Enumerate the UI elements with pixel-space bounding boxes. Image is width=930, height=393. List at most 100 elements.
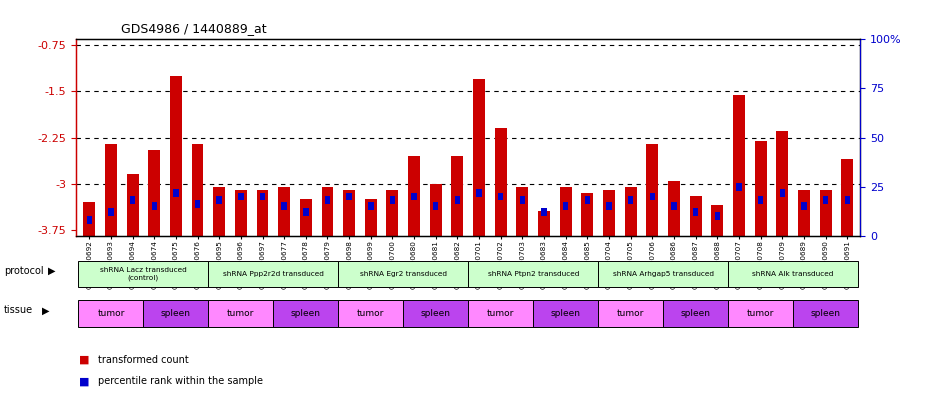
Text: shRNA Alk transduced: shRNA Alk transduced — [752, 271, 834, 277]
Bar — [541, 208, 547, 216]
Bar — [84, 202, 95, 236]
Bar — [777, 131, 789, 236]
Bar — [495, 129, 507, 236]
Text: tumor: tumor — [487, 309, 514, 318]
Bar — [217, 196, 222, 204]
Bar — [711, 205, 724, 236]
Bar — [126, 174, 139, 236]
Bar — [468, 261, 598, 287]
Text: shRNA Ptpn2 transduced: shRNA Ptpn2 transduced — [487, 271, 578, 277]
Bar — [728, 300, 793, 327]
Bar — [322, 187, 334, 236]
Bar — [650, 193, 655, 200]
Bar — [798, 190, 810, 236]
Bar — [78, 261, 208, 287]
Bar — [560, 187, 572, 236]
Bar — [339, 300, 404, 327]
Text: tumor: tumor — [747, 309, 775, 318]
Text: spleen: spleen — [161, 309, 191, 318]
Bar — [208, 261, 339, 287]
Text: spleen: spleen — [551, 309, 580, 318]
Bar — [273, 300, 339, 327]
Bar — [498, 193, 503, 200]
Bar — [693, 208, 698, 216]
Bar — [585, 196, 590, 204]
Bar — [152, 202, 157, 210]
Bar — [606, 202, 612, 210]
Text: spleen: spleen — [291, 309, 321, 318]
Text: spleen: spleen — [811, 309, 841, 318]
Bar — [754, 141, 766, 236]
Bar — [343, 190, 355, 236]
Text: tumor: tumor — [98, 309, 125, 318]
Bar — [213, 187, 225, 236]
Bar — [130, 196, 135, 204]
Text: transformed count: transformed count — [98, 354, 189, 365]
Bar — [325, 196, 330, 204]
Bar — [468, 300, 533, 327]
Text: shRNA Lacz transduced
(control): shRNA Lacz transduced (control) — [100, 267, 187, 281]
Bar — [339, 261, 468, 287]
Bar — [473, 79, 485, 236]
Bar — [408, 156, 420, 236]
Text: tumor: tumor — [617, 309, 644, 318]
Bar — [278, 187, 290, 236]
Bar — [208, 300, 273, 327]
Bar — [628, 196, 633, 204]
Bar — [844, 196, 850, 204]
Bar — [714, 212, 720, 220]
Bar — [663, 300, 728, 327]
Text: ▶: ▶ — [48, 266, 56, 276]
Bar — [238, 193, 244, 200]
Bar — [728, 261, 858, 287]
Bar — [476, 189, 482, 196]
Bar — [78, 300, 143, 327]
Text: tumor: tumor — [227, 309, 255, 318]
Bar — [387, 190, 398, 236]
Text: spleen: spleen — [681, 309, 711, 318]
Bar — [646, 144, 658, 236]
Bar — [108, 208, 113, 216]
Bar — [520, 196, 525, 204]
Bar — [581, 193, 593, 236]
Bar — [758, 196, 764, 204]
Text: tumor: tumor — [357, 309, 384, 318]
Bar — [671, 202, 677, 210]
Bar — [823, 196, 829, 204]
Bar — [819, 190, 831, 236]
Text: ▶: ▶ — [42, 305, 49, 316]
Bar — [430, 184, 442, 236]
Text: spleen: spleen — [420, 309, 451, 318]
Bar — [235, 190, 246, 236]
Bar — [411, 193, 417, 200]
Text: GDS4986 / 1440889_at: GDS4986 / 1440889_at — [121, 22, 267, 35]
Bar — [173, 189, 179, 196]
Bar — [299, 199, 312, 236]
Text: ■: ■ — [79, 376, 89, 386]
Bar — [625, 187, 637, 236]
Bar — [455, 196, 460, 204]
Bar — [143, 300, 208, 327]
Text: percentile rank within the sample: percentile rank within the sample — [98, 376, 262, 386]
Bar — [86, 216, 92, 224]
Bar — [516, 187, 528, 236]
Bar — [793, 300, 858, 327]
Bar — [598, 261, 728, 287]
Bar — [347, 193, 352, 200]
Bar — [538, 211, 550, 236]
Bar — [390, 196, 395, 204]
Bar — [259, 193, 265, 200]
Bar — [451, 156, 463, 236]
Bar — [365, 199, 377, 236]
Bar — [842, 159, 853, 236]
Bar — [563, 202, 568, 210]
Bar — [257, 190, 269, 236]
Text: shRNA Ppp2r2d transduced: shRNA Ppp2r2d transduced — [223, 271, 324, 277]
Bar — [737, 183, 742, 191]
Bar — [690, 196, 701, 236]
Text: shRNA Arhgap5 transduced: shRNA Arhgap5 transduced — [613, 271, 713, 277]
Bar — [303, 208, 309, 216]
Bar — [148, 150, 160, 236]
Bar — [170, 76, 182, 236]
Text: tissue: tissue — [4, 305, 33, 316]
